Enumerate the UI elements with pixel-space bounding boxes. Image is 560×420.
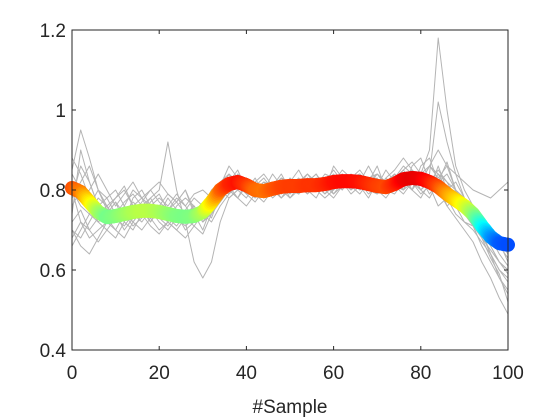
y-tick-label: 0.4 [40, 341, 67, 362]
x-tick-label: 40 [236, 363, 257, 384]
y-tick-label: 1 [55, 101, 66, 122]
y-tick-label: 1.2 [40, 21, 66, 42]
mean-series-group [65, 171, 515, 252]
x-tick-label: 100 [492, 363, 524, 384]
x-tick-label: 0 [67, 363, 78, 384]
y-axis-ticks: 0.4 0.6 0.8 1 1.2 [40, 21, 508, 362]
x-tick-label: 80 [410, 363, 431, 384]
y-tick-label: 0.8 [40, 181, 66, 202]
x-tick-label: 60 [323, 363, 344, 384]
x-axis-label: #Sample [253, 397, 328, 418]
x-axis-ticks: 0 20 40 60 80 100 [67, 30, 524, 384]
individual-series-line [71, 101, 509, 255]
individual-series-line [71, 141, 509, 295]
y-tick-label: 0.6 [40, 261, 66, 282]
x-tick-label: 20 [149, 363, 170, 384]
